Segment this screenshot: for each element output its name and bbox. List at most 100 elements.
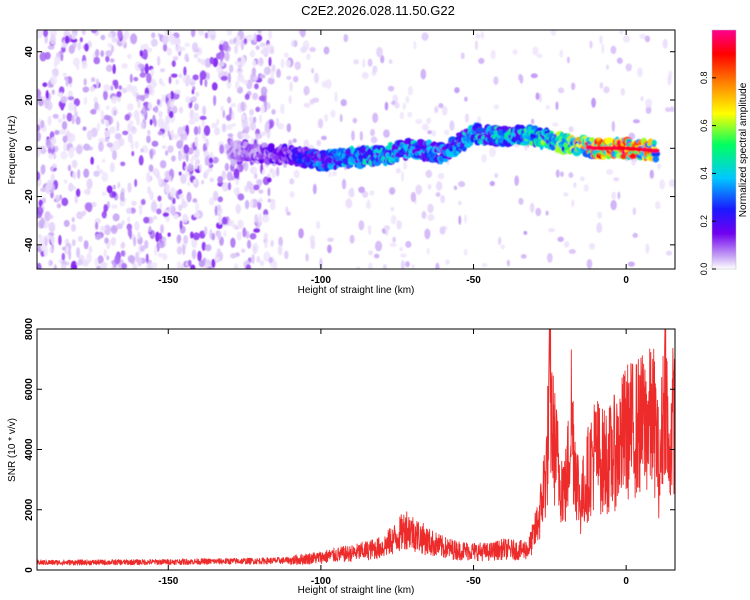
spectrogram-cell (249, 108, 254, 116)
spectrogram-cell (214, 256, 220, 263)
spectrogram-cell (657, 163, 662, 170)
spectrogram-cell (262, 46, 269, 55)
spectrogram-cell (269, 46, 275, 55)
spectrogram-cell (50, 136, 57, 146)
spectrogram-cell (259, 260, 265, 267)
spectrogram-x-ticks: -150 -100 -50 0 (158, 30, 629, 286)
colorbar-label: Normalized spectral amplitude (738, 82, 749, 217)
spectrogram-cell (402, 102, 407, 110)
spectrogram-cell (197, 57, 202, 63)
spectrogram-cell (94, 257, 99, 267)
snr-x-ticks: -150 -100 -50 0 (158, 329, 629, 587)
spectrogram-cell (253, 76, 259, 81)
spectrogram-cell (103, 90, 108, 101)
spectrogram-cell (121, 220, 125, 226)
spectrogram-cell (170, 205, 176, 216)
spectrogram-cell (407, 85, 413, 96)
spectrogram-cell (105, 64, 113, 72)
spectrogram-cell (104, 237, 109, 244)
spectrogram-cell (242, 162, 247, 167)
spectrogram-cell (328, 171, 332, 178)
spectrogram-cell (103, 129, 111, 138)
spectrogram-cell (645, 243, 650, 254)
spectrogram-cell (204, 32, 209, 39)
spectrogram-cell (211, 82, 218, 91)
spectrogram-cell (251, 254, 255, 264)
spectrogram-cell (303, 85, 310, 96)
spectrogram-cell (37, 206, 44, 216)
spectrogram-cell (101, 171, 109, 182)
spectrogram-cell (156, 208, 162, 215)
spectrogram-cell (161, 81, 165, 87)
spectrogram-cell (93, 56, 101, 65)
spectrogram-cell (57, 118, 63, 124)
spectrogram-cell (106, 142, 113, 148)
spectrogram-cell (77, 235, 83, 243)
spectrogram-cell (46, 179, 53, 191)
spectrogram-cell (667, 74, 672, 86)
spectrogram-cell (457, 200, 462, 206)
spectrogram-cell (325, 79, 332, 90)
spectrogram-cell (286, 75, 292, 81)
spectrogram-cell (563, 192, 569, 197)
spectrogram-cell (100, 261, 107, 269)
spectrogram-cell (566, 56, 570, 64)
spectrogram-cell (174, 89, 181, 95)
spectrogram-cell (591, 97, 596, 108)
spectrogram-cell (40, 187, 47, 193)
spectrogram-cell (142, 43, 149, 49)
spectrogram-cell (187, 181, 191, 186)
spectrogram-cell (93, 170, 100, 177)
spectrogram-cell (497, 236, 502, 246)
spectrogram-cell (619, 30, 624, 35)
spectrogram-cell (131, 208, 136, 213)
spectrogram-cell (552, 122, 559, 127)
spectrogram-cell (47, 145, 56, 156)
spectrogram-cell (229, 64, 234, 73)
spectrogram-cell (220, 105, 224, 112)
spectrogram-cell (243, 134, 251, 140)
spectrogram-cell (71, 217, 75, 223)
spectrogram-cell (117, 181, 121, 189)
spectrogram-cell (183, 234, 189, 245)
spectrogram-cell (100, 34, 106, 41)
spectrogram-cell (475, 33, 481, 39)
spectrogram-cell (209, 30, 216, 36)
spectrogram-cell (170, 129, 175, 141)
spectrogram-cell (103, 203, 108, 214)
spectrogram-cell (237, 219, 244, 229)
spectrogram-cell (358, 220, 365, 231)
spectrogram-cell (289, 191, 295, 198)
spectrogram-cell (43, 30, 49, 38)
spectrogram-cell (234, 80, 240, 90)
spectrogram-cell (140, 44, 144, 51)
spectrogram-cell (166, 93, 172, 99)
spectrogram-cell (352, 117, 358, 124)
spectrogram-cell (197, 125, 201, 135)
spectrogram-cell (611, 120, 615, 132)
spectrogram-cell (193, 53, 199, 59)
spectrogram-cell (150, 38, 158, 47)
spectrogram-cell (670, 106, 675, 113)
spectrogram-cell (68, 182, 74, 192)
spectrogram-cell (161, 94, 166, 103)
spectrogram-cell (221, 216, 228, 225)
spectrogram-cell (127, 254, 135, 263)
spectrogram-y-label: Frequency (Hz) (7, 116, 18, 185)
spectrogram-x-tick-label: -150 (158, 275, 178, 286)
spectrogram-cell (326, 237, 334, 243)
spectrogram-cell (192, 74, 199, 81)
spectrogram-cell (132, 263, 138, 269)
spectrogram-cell (227, 182, 232, 191)
spectrogram-cell (113, 109, 117, 116)
spectrogram-cell (90, 156, 94, 165)
spectrogram-cell (271, 64, 276, 72)
spectrogram-cell (103, 114, 111, 121)
spectrogram-cell (435, 181, 443, 191)
spectrogram-cell (127, 182, 132, 193)
spectrogram-cell (396, 220, 402, 230)
spectrogram-cell (79, 37, 83, 43)
spectrogram-x-label: Height of straight line (km) (298, 285, 415, 296)
spectrogram-signal-cell (261, 142, 268, 149)
